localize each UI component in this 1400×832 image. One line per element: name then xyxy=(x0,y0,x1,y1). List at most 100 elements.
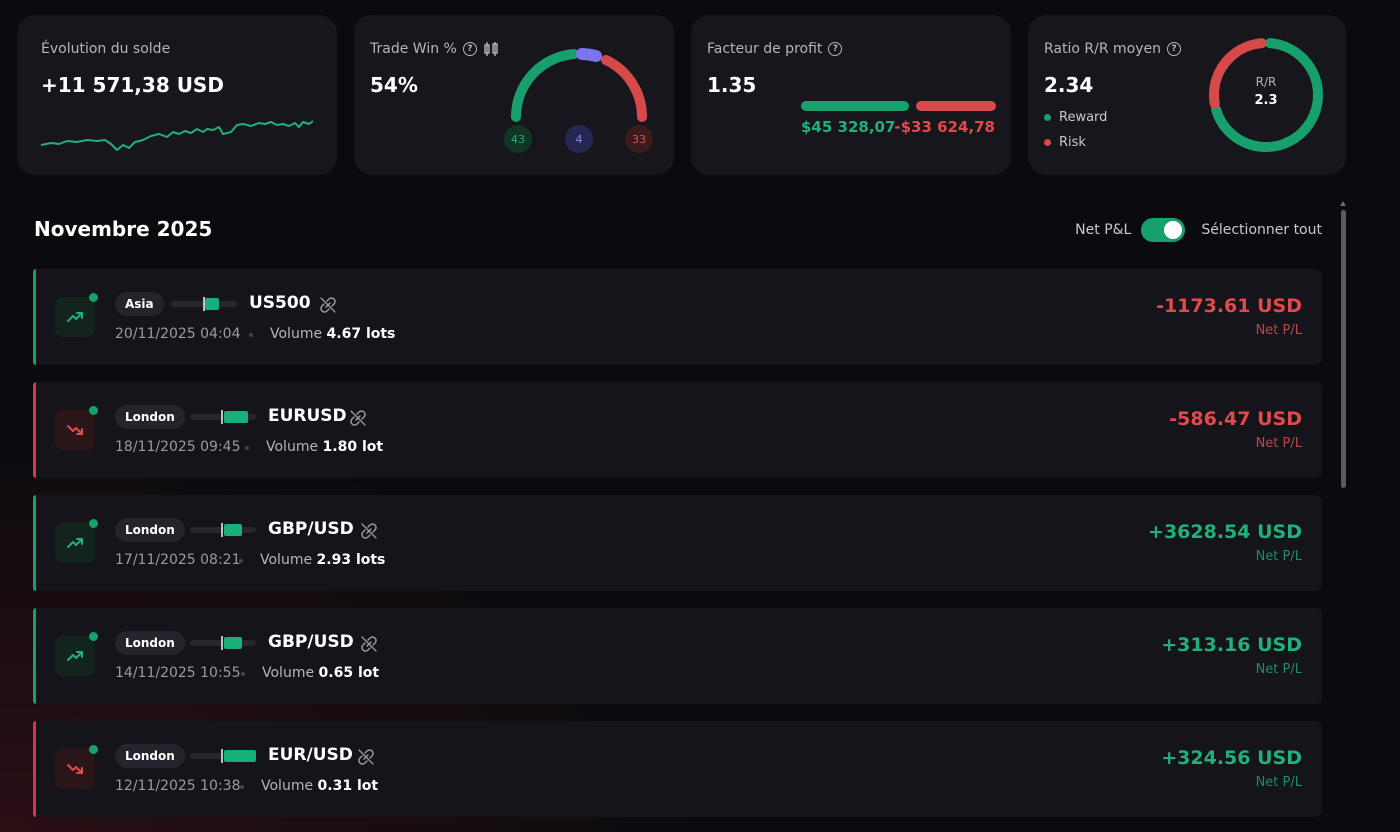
trade-row[interactable]: London GBP/USD 17/11/2025 08:21 Volume 2.93… xyxy=(33,495,1322,591)
trade-pnl-label: Net P/L xyxy=(1255,775,1302,790)
position-bar xyxy=(190,527,256,533)
trade-pnl-label: Net P/L xyxy=(1255,323,1302,338)
balance-sparkline xyxy=(41,120,313,151)
volume-label: Volume xyxy=(260,552,313,568)
trade-symbol[interactable]: US500 xyxy=(249,293,311,313)
select-all-button[interactable]: Sélectionner tout xyxy=(1201,222,1322,238)
profit-factor-value: 1.35 xyxy=(707,73,757,97)
trade-row[interactable]: London EUR/USD 12/11/2025 10:38 Volume 0.31… xyxy=(33,721,1322,817)
volume-label: Volume xyxy=(262,665,315,681)
winrate-card: Trade Win % ? 54% 43 4 33 xyxy=(354,15,674,175)
trend-down-icon xyxy=(55,749,95,789)
net-pnl-toggle-label: Net P&L xyxy=(1075,222,1132,238)
trade-symbol[interactable]: GBP/USD xyxy=(268,632,354,652)
winrate-label: Trade Win % xyxy=(370,41,457,57)
risk-dot-icon xyxy=(1044,139,1051,146)
winrate-gauge xyxy=(510,48,648,122)
candlestick-icon[interactable] xyxy=(483,41,499,57)
trade-date: 12/11/2025 10:38 xyxy=(115,778,241,794)
trend-down-icon xyxy=(55,410,95,450)
unlink-icon[interactable] xyxy=(360,522,378,540)
trade-accent-bar xyxy=(33,495,36,591)
month-title: Novembre 2025 xyxy=(34,217,213,241)
unlink-icon[interactable] xyxy=(349,409,367,427)
position-marker xyxy=(221,523,223,537)
help-icon[interactable]: ? xyxy=(1167,42,1181,56)
rr-donut xyxy=(1209,38,1323,152)
trade-row[interactable]: Asia US500 20/11/2025 04:04 Volume 4.67 lot… xyxy=(33,269,1322,365)
balance-card: Évolution du solde +11 571,38 USD xyxy=(17,15,337,175)
status-dot-icon xyxy=(89,293,98,302)
position-fill xyxy=(205,298,219,310)
trade-date: 17/11/2025 08:21 xyxy=(115,552,241,568)
reward-dot-icon xyxy=(1044,114,1051,121)
gains-bar xyxy=(801,101,909,111)
position-fill xyxy=(224,411,248,423)
trade-symbol[interactable]: GBP/USD xyxy=(268,519,354,539)
net-pnl-toggle[interactable] xyxy=(1141,218,1186,242)
help-icon[interactable]: ? xyxy=(462,42,477,56)
breakeven-count-badge: 4 xyxy=(565,125,593,153)
winrate-value: 54% xyxy=(370,73,418,97)
unlink-icon[interactable] xyxy=(357,748,375,766)
trade-pnl: +3628.54 USD xyxy=(1148,521,1302,543)
trade-symbol[interactable]: EURUSD xyxy=(268,406,347,426)
trade-volume: Volume 2.93 lots xyxy=(260,552,385,568)
unlink-icon[interactable] xyxy=(360,635,378,653)
position-bar xyxy=(190,414,256,420)
session-badge: London xyxy=(115,405,185,429)
session-badge: Asia xyxy=(115,292,164,316)
profit-factor-card: Facteur de profit ? 1.35 $45 328,07 -$33… xyxy=(691,15,1011,175)
trade-pnl: -586.47 USD xyxy=(1169,408,1302,430)
legend-risk-label: Risk xyxy=(1059,135,1086,150)
volume-label: Volume xyxy=(270,326,323,342)
volume-label: Volume xyxy=(261,778,314,794)
rr-donut-label: R/R xyxy=(1255,75,1277,89)
trade-date: 14/11/2025 10:55 xyxy=(115,665,241,681)
trend-up-icon xyxy=(55,523,95,563)
separator-dot xyxy=(245,446,249,450)
volume-value: 1.80 lot xyxy=(322,439,384,455)
position-marker xyxy=(221,410,223,424)
position-fill xyxy=(224,637,242,649)
section-controls: Net P&L Sélectionner tout xyxy=(1075,218,1322,242)
trade-row[interactable]: London EURUSD 18/11/2025 09:45 Volume 1.80 … xyxy=(33,382,1322,478)
session-badge: London xyxy=(115,518,185,542)
trade-accent-bar xyxy=(33,608,36,704)
trade-row[interactable]: London GBP/USD 14/11/2025 10:55 Volume 0.65… xyxy=(33,608,1322,704)
volume-value: 0.65 lot xyxy=(318,665,380,681)
trade-pnl-label: Net P/L xyxy=(1255,662,1302,677)
trade-volume: Volume 0.65 lot xyxy=(262,665,379,681)
trend-up-icon xyxy=(55,636,95,676)
scrollbar-thumb[interactable] xyxy=(1341,210,1346,488)
volume-value: 2.93 lots xyxy=(316,552,386,568)
profit-factor-label: Facteur de profit xyxy=(707,41,823,57)
trade-pnl: -1173.61 USD xyxy=(1156,295,1302,317)
volume-label: Volume xyxy=(266,439,319,455)
trade-pnl-label: Net P/L xyxy=(1255,436,1302,451)
status-dot-icon xyxy=(89,745,98,754)
rr-donut-value: 2.3 xyxy=(1254,93,1278,108)
scroll-up-arrow[interactable] xyxy=(1340,201,1346,206)
position-fill xyxy=(224,750,256,762)
wins-count-badge: 43 xyxy=(504,125,532,153)
separator-dot xyxy=(239,559,243,563)
trade-accent-bar xyxy=(33,269,36,365)
trade-accent-bar xyxy=(33,382,36,478)
legend-reward: Reward xyxy=(1044,110,1107,125)
balance-label: Évolution du solde xyxy=(41,41,171,57)
session-badge: London xyxy=(115,744,185,768)
rr-card: Ratio R/R moyen ? 2.34 Reward Risk R/R 2… xyxy=(1028,15,1346,175)
help-icon[interactable]: ? xyxy=(828,42,843,56)
trade-symbol[interactable]: EUR/USD xyxy=(268,745,353,765)
unlink-icon[interactable] xyxy=(319,296,337,314)
losses-count-badge: 33 xyxy=(625,125,653,153)
rr-value: 2.34 xyxy=(1044,73,1094,97)
gains-amount: $45 328,07 xyxy=(801,118,896,136)
separator-dot xyxy=(240,785,244,789)
rr-label: Ratio R/R moyen xyxy=(1044,41,1161,57)
trade-date: 18/11/2025 09:45 xyxy=(115,439,241,455)
position-marker xyxy=(221,636,223,650)
position-marker xyxy=(203,297,205,311)
session-badge: London xyxy=(115,631,185,655)
